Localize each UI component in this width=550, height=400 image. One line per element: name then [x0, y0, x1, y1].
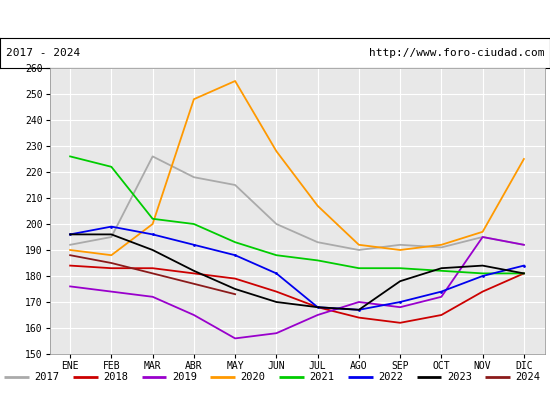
Text: 2017 - 2024: 2017 - 2024	[6, 48, 80, 58]
Text: 2022: 2022	[378, 372, 403, 382]
Text: 2021: 2021	[309, 372, 334, 382]
Text: Evolucion del paro registrado en Ardales: Evolucion del paro registrado en Ardales	[115, 12, 435, 26]
Text: 2024: 2024	[516, 372, 541, 382]
Text: 2020: 2020	[241, 372, 266, 382]
Text: 2017: 2017	[34, 372, 59, 382]
Text: http://www.foro-ciudad.com: http://www.foro-ciudad.com	[369, 48, 544, 58]
Text: 2018: 2018	[103, 372, 128, 382]
Text: 2019: 2019	[172, 372, 197, 382]
Text: 2023: 2023	[447, 372, 472, 382]
